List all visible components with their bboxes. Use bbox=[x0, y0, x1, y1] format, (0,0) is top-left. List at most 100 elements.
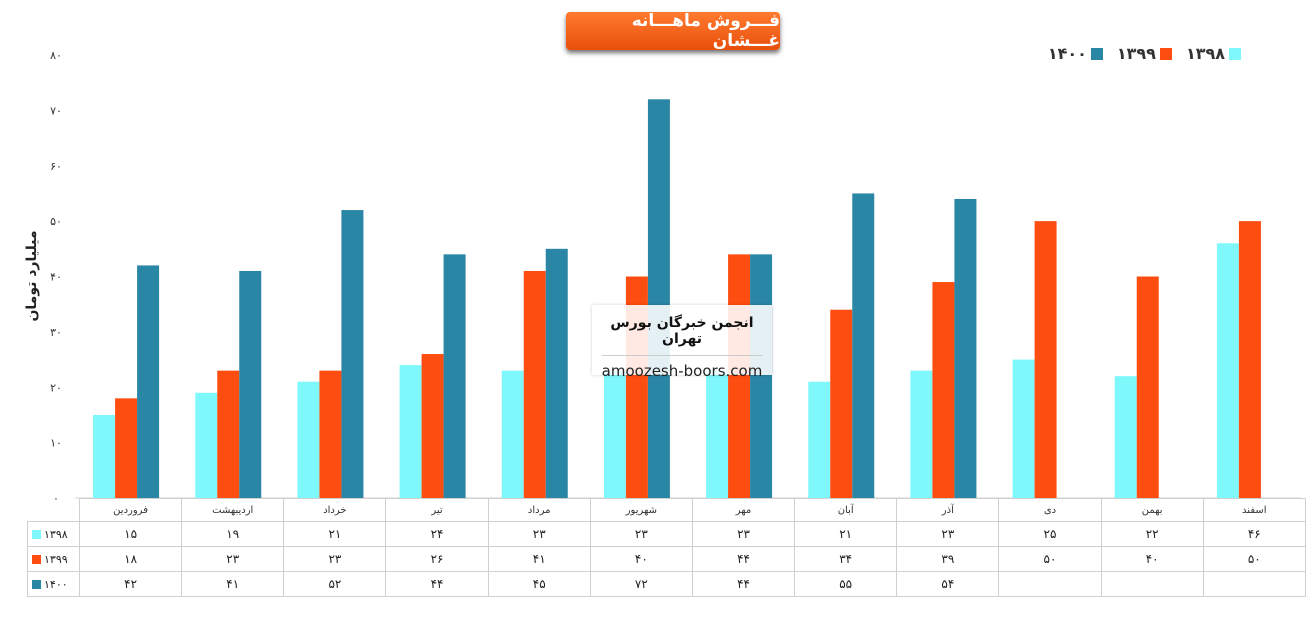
table-row: ۱۴۰۰ ۴۲ ۴۱ ۵۲ ۴۴ ۴۵ ۷۲ ۴۴ ۵۵ ۵۴ bbox=[27, 571, 1306, 597]
data-label: ۲۳ bbox=[896, 521, 1000, 547]
series-name: ۱۴۰۰ bbox=[44, 577, 68, 591]
x-tick-label: شهریور bbox=[589, 498, 693, 522]
bar-1399 bbox=[217, 370, 240, 498]
y-tick-label: ۱۰ bbox=[50, 437, 62, 450]
data-label: ۲۳ bbox=[487, 521, 591, 547]
bar-1398 bbox=[706, 370, 729, 498]
watermark-title: انجمن خبرگان بورس تهران bbox=[610, 315, 754, 347]
watermark: انجمن خبرگان بورس تهران amoozesh-boors.c… bbox=[592, 305, 772, 380]
data-label bbox=[998, 571, 1102, 597]
legend-swatch-1400 bbox=[1090, 47, 1103, 60]
data-label: ۴۰ bbox=[589, 546, 693, 572]
table-row-header: ۱۳۹۸ bbox=[27, 521, 80, 547]
bar-1400 bbox=[852, 193, 875, 498]
legend-label-1398: ۱۳۹۸ bbox=[1185, 44, 1225, 63]
x-tick-label: خرداد bbox=[283, 498, 387, 522]
legend-label-1399: ۱۳۹۹ bbox=[1116, 44, 1156, 63]
y-tick-label: ۶۰ bbox=[50, 160, 62, 173]
bar-1399 bbox=[1136, 276, 1159, 498]
bar-1398 bbox=[93, 414, 116, 498]
data-label: ۲۶ bbox=[385, 546, 489, 572]
x-tick-label: مهر bbox=[691, 498, 796, 522]
data-label: ۴۲ bbox=[78, 571, 183, 597]
legend-swatch-1398 bbox=[1229, 47, 1241, 60]
data-label: ۵۲ bbox=[283, 571, 387, 597]
data-label: ۵۵ bbox=[794, 571, 898, 597]
x-tick-label: تیر bbox=[385, 498, 489, 522]
data-label: ۴۴ bbox=[691, 546, 796, 572]
x-tick-label: فروردین bbox=[78, 498, 183, 522]
bar-1398 bbox=[297, 381, 320, 498]
x-tick-label: بهمن bbox=[1100, 498, 1204, 522]
x-tick-label: دی bbox=[998, 498, 1102, 522]
table-header-row: فروردین اردیبهشت خرداد تیر مرداد شهریور مهر آبا… bbox=[27, 498, 1306, 522]
bar-1399 bbox=[319, 370, 342, 498]
data-label: ۲۳ bbox=[691, 521, 796, 547]
data-table: فروردین اردیبهشت خرداد تیر مرداد شهریور مهر آبا… bbox=[27, 498, 1306, 597]
x-tick-label: اردیبهشت bbox=[181, 498, 285, 522]
series-name: ۱۳۹۸ bbox=[44, 527, 68, 541]
bar-1398 bbox=[399, 365, 422, 498]
bar-1399 bbox=[1238, 221, 1261, 498]
bar-1400 bbox=[137, 265, 160, 498]
data-label: ۲۵ bbox=[998, 521, 1102, 547]
series-swatch bbox=[32, 555, 41, 564]
bar-1398 bbox=[195, 392, 218, 498]
bar-1399 bbox=[1034, 221, 1057, 498]
y-tick-label: ۲۰ bbox=[50, 381, 62, 394]
watermark-url: amoozesh-boors.com bbox=[601, 362, 763, 380]
data-label: ۴۱ bbox=[181, 571, 285, 597]
y-tick-label: ۰ bbox=[53, 492, 59, 500]
bar-1400 bbox=[443, 254, 466, 498]
data-label: ۵۴ bbox=[896, 571, 1000, 597]
data-label bbox=[1202, 571, 1306, 597]
data-label: ۲۳ bbox=[181, 546, 285, 572]
legend-item-1400: ۱۴۰۰ bbox=[1048, 44, 1103, 63]
data-label: ۴۵ bbox=[487, 571, 591, 597]
bar-1398 bbox=[808, 381, 831, 498]
data-label: ۲۱ bbox=[794, 521, 898, 547]
legend-swatch-1399 bbox=[1159, 47, 1172, 60]
table-corner-cell bbox=[27, 498, 80, 522]
data-label: ۵۰ bbox=[1202, 546, 1306, 572]
bar-1399 bbox=[830, 309, 853, 498]
bar-1399 bbox=[115, 398, 138, 498]
data-label: ۴۱ bbox=[487, 546, 591, 572]
bar-1398 bbox=[1114, 376, 1137, 498]
y-tick-label: ۴۰ bbox=[50, 271, 62, 284]
chart-plot: ۰ ۱۰ ۲۰ ۳۰ ۴۰ ۵۰ ۶۰ ۷۰ ۸۰ bbox=[50, 49, 1301, 500]
data-label: ۱۸ bbox=[78, 546, 183, 572]
x-tick-label: آذر bbox=[896, 498, 1000, 522]
data-label: ۳۹ bbox=[896, 546, 1000, 572]
data-label: ۲۳ bbox=[589, 521, 693, 547]
watermark-divider bbox=[602, 355, 762, 356]
data-label: ۴۴ bbox=[691, 571, 796, 597]
bar-1398 bbox=[501, 370, 524, 498]
bar-1400 bbox=[545, 248, 568, 498]
legend-label-1400: ۱۴۰۰ bbox=[1047, 44, 1087, 63]
table-row-header: ۱۴۰۰ bbox=[27, 571, 80, 597]
table-row: ۱۳۹۹ ۱۸ ۲۳ ۲۳ ۲۶ ۴۱ ۴۰ ۴۴ ۳۴ ۳۹ ۵۰ ۴۰ ۵۰ bbox=[27, 546, 1306, 572]
data-label: ۷۲ bbox=[589, 571, 693, 597]
bar-1400 bbox=[954, 198, 977, 498]
legend-item-1398: ۱۳۹۸ bbox=[1186, 44, 1241, 63]
chart-title: فـــروش ماهـــانه غـــشان bbox=[566, 11, 780, 51]
data-label: ۱۹ bbox=[181, 521, 285, 547]
bar-1399 bbox=[932, 282, 955, 498]
data-label: ۲۴ bbox=[385, 521, 489, 547]
table-row: ۱۳۹۸ ۱۵ ۱۹ ۲۱ ۲۴ ۲۳ ۲۳ ۲۳ ۲۱ ۲۳ ۲۵ ۲۲ ۴۶ bbox=[27, 521, 1306, 547]
data-label: ۴۶ bbox=[1202, 521, 1306, 547]
data-label: ۴۰ bbox=[1100, 546, 1204, 572]
y-tick-label: ۸۰ bbox=[50, 49, 62, 62]
y-axis-label: میلیارد تومان bbox=[24, 230, 40, 322]
bar-1398 bbox=[603, 370, 626, 498]
bar-1400 bbox=[239, 270, 262, 498]
x-tick-label: اسفند bbox=[1202, 498, 1306, 522]
x-tick-label: آبان bbox=[794, 498, 898, 522]
bar-1399 bbox=[523, 270, 546, 498]
data-label: ۲۳ bbox=[283, 546, 387, 572]
bar-1400 bbox=[341, 210, 364, 499]
bar-1398 bbox=[1012, 359, 1035, 498]
data-label: ۵۰ bbox=[998, 546, 1102, 572]
chart-legend: ۱۳۹۸ ۱۳۹۹ ۱۴۰۰ bbox=[1048, 44, 1241, 63]
